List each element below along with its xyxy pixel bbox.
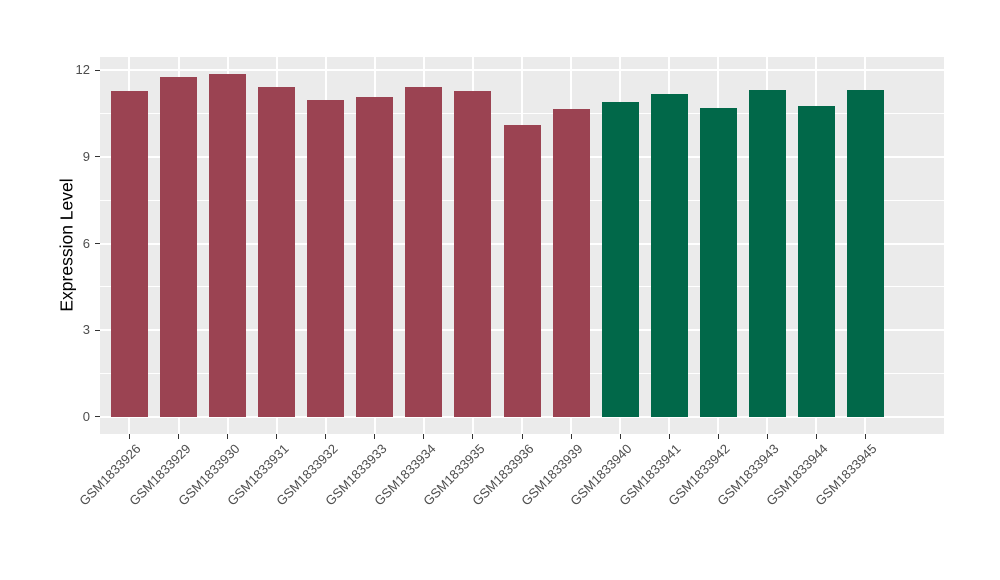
x-tick-mark: [423, 434, 425, 439]
x-tick-mark: [374, 434, 376, 439]
bar-GSM1833943: [748, 90, 786, 417]
bar-GSM1833933: [356, 96, 394, 417]
bar-GSM1833934: [405, 87, 443, 417]
y-tick-mark: [95, 416, 100, 418]
y-tick-label: 0: [82, 408, 90, 424]
y-tick-mark: [95, 69, 100, 71]
x-tick-mark: [668, 434, 670, 439]
x-tick-mark: [717, 434, 719, 439]
y-tick-mark: [95, 243, 100, 245]
x-tick-mark: [128, 434, 130, 439]
y-tick-mark: [95, 329, 100, 331]
y-tick-label: 3: [82, 322, 90, 338]
x-tick-mark: [864, 434, 866, 439]
x-tick-mark: [570, 434, 572, 439]
y-tick-label: 12: [75, 62, 90, 78]
x-tick-mark: [521, 434, 523, 439]
plot-panel: [100, 57, 944, 434]
bar-GSM1833939: [552, 109, 590, 417]
bar-GSM1833931: [258, 87, 296, 417]
x-tick-mark: [815, 434, 817, 439]
bar-GSM1833940: [601, 102, 639, 417]
x-tick-mark: [178, 434, 179, 439]
x-tick-mark: [276, 434, 278, 439]
bar-GSM1833945: [846, 90, 884, 417]
y-tick-mark: [95, 156, 100, 158]
y-tick-label: 6: [82, 235, 90, 251]
bar-GSM1833926: [110, 91, 148, 417]
x-tick-mark: [619, 434, 621, 439]
x-tick-mark: [766, 434, 768, 439]
x-tick-mark: [325, 434, 327, 439]
bar-GSM1833929: [160, 76, 197, 417]
y-tick-label: 9: [82, 148, 90, 164]
x-tick-mark: [227, 434, 229, 439]
bar-GSM1833941: [650, 94, 688, 417]
x-tick-mark: [472, 434, 474, 439]
bar-GSM1833942: [699, 107, 737, 417]
bar-GSM1833944: [797, 105, 835, 417]
bar-GSM1833932: [307, 100, 345, 417]
bar-GSM1833936: [503, 125, 541, 417]
bar-GSM1833935: [454, 91, 492, 417]
bar-GSM1833930: [209, 73, 247, 417]
